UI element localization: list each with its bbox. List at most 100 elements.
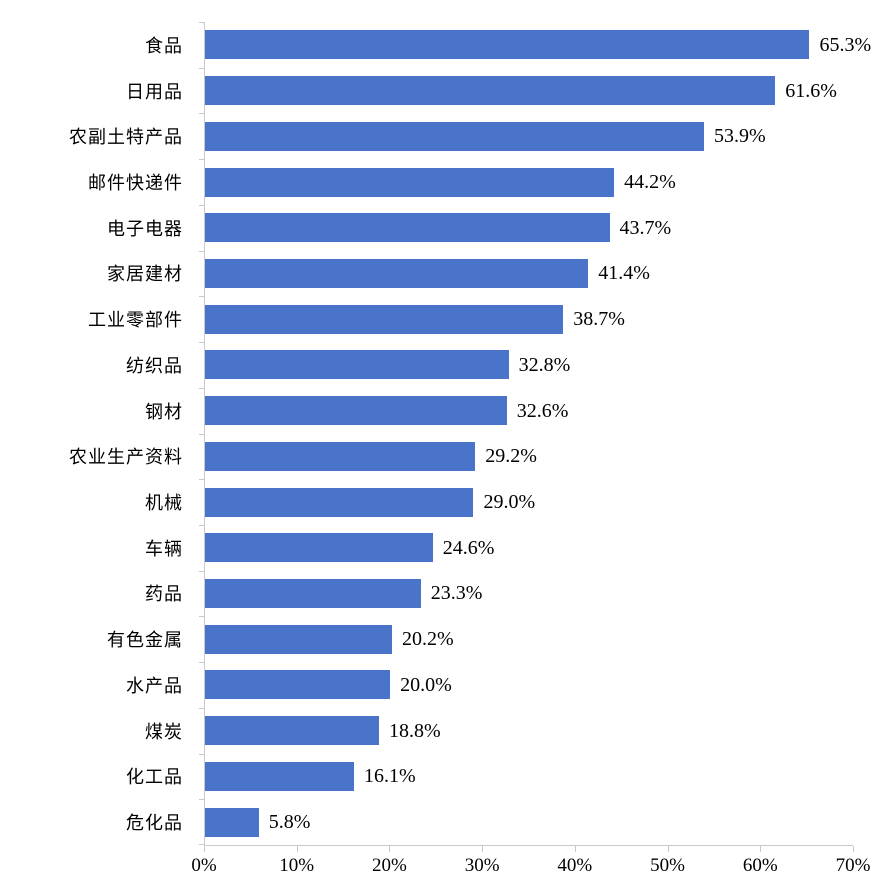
- value-axis: 0% 10% 20% 30% 40% 50% 60% 70%: [191, 846, 870, 886]
- category-label: 纺织品: [126, 355, 183, 376]
- value-label: 38.7%: [573, 308, 625, 331]
- category-label: 水产品: [126, 675, 183, 696]
- x-tick-label: 40%: [557, 855, 593, 876]
- bar: [205, 670, 391, 700]
- chart-row: 61.6%: [205, 68, 853, 114]
- x-axis-tick: [389, 846, 391, 852]
- chart-row: 41.4%: [205, 251, 853, 297]
- x-axis-tick: [574, 846, 576, 852]
- category-label: 机械: [145, 493, 183, 514]
- bar: [205, 167, 615, 197]
- y-axis-tick: [199, 524, 205, 526]
- y-axis-tick: [199, 250, 205, 252]
- category-label: 车辆: [145, 538, 183, 559]
- bar: [205, 578, 421, 608]
- category-label: 农副土特产品: [69, 127, 183, 148]
- category-label: 电子电器: [107, 218, 183, 239]
- chart-row: 29.0%: [205, 479, 853, 525]
- x-axis-tick: [853, 846, 854, 852]
- bar: [205, 807, 259, 837]
- x-tick-label: 50%: [650, 855, 685, 876]
- value-label: 18.8%: [389, 719, 441, 742]
- category-label: 日用品: [126, 81, 183, 102]
- y-axis-tick: [199, 662, 205, 664]
- chart-row: 24.6%: [205, 525, 853, 571]
- value-label: 43.7%: [619, 216, 672, 239]
- y-axis-tick: [199, 433, 205, 435]
- value-label: 16.1%: [364, 765, 416, 788]
- bar: [205, 716, 380, 746]
- value-label: 5.8%: [268, 811, 311, 834]
- x-tick-label: 60%: [742, 855, 778, 876]
- chart-row: 43.7%: [205, 205, 853, 251]
- bar: [205, 761, 355, 791]
- value-label: 53.9%: [713, 125, 766, 148]
- y-axis-tick: [199, 204, 205, 206]
- bar: [205, 30, 810, 60]
- bar: [205, 533, 433, 563]
- category-label: 药品: [145, 584, 183, 605]
- value-label: 24.6%: [442, 536, 495, 559]
- y-axis-tick: [199, 296, 205, 298]
- category-label: 食品: [145, 35, 183, 56]
- value-label: 44.2%: [624, 171, 676, 194]
- value-label: 29.0%: [483, 491, 536, 514]
- chart-row: 32.8%: [205, 342, 853, 388]
- value-label: 23.3%: [430, 582, 483, 605]
- y-axis-tick: [199, 616, 205, 618]
- category-label: 农业生产资料: [69, 447, 183, 468]
- category-label: 危化品: [126, 813, 183, 834]
- chart-row: 20.0%: [205, 662, 853, 708]
- y-axis-tick: [199, 22, 205, 23]
- chart-row: 38.7%: [205, 296, 853, 342]
- y-axis-tick: [199, 844, 205, 845]
- x-axis-tick: [482, 846, 484, 852]
- x-tick-label: 0%: [191, 855, 217, 876]
- y-axis-tick: [199, 387, 205, 389]
- bar: [205, 396, 507, 426]
- chart-row: 20.2%: [205, 616, 853, 662]
- chart-row: 29.2%: [205, 433, 853, 479]
- bar: [205, 624, 392, 654]
- value-label: 61.6%: [785, 79, 837, 102]
- x-axis-tick: [760, 846, 762, 852]
- y-axis-tick: [199, 707, 205, 709]
- category-axis: 食品 日用品 农副土特产品 邮件快递件 电子电器 家居建材 工业零部件 纺织品 钢材 农业生产资料…: [0, 22, 193, 845]
- category-label: 邮件快递件: [88, 173, 183, 194]
- y-axis-tick: [199, 799, 205, 801]
- plot-area: 65.3% 61.6% 53.9% 44.2% 43.7% 41.4% 38.7% 32.8%…: [199, 22, 871, 846]
- bar: [205, 304, 564, 334]
- y-axis-tick: [199, 479, 205, 481]
- chart-row: 16.1%: [205, 754, 853, 800]
- y-axis-tick: [199, 113, 205, 115]
- bar: [205, 121, 704, 151]
- y-axis-tick: [199, 753, 205, 755]
- y-axis-tick: [199, 159, 205, 161]
- value-label: 20.2%: [401, 628, 454, 651]
- chart-row: 18.8%: [205, 708, 853, 754]
- value-label: 65.3%: [819, 33, 872, 56]
- value-label: 29.2%: [485, 445, 537, 468]
- y-axis-tick: [199, 570, 205, 572]
- x-tick-label: 30%: [464, 855, 500, 876]
- category-label: 家居建材: [107, 264, 183, 285]
- x-axis-tick: [204, 846, 205, 852]
- bar: [205, 76, 776, 106]
- x-tick-label: 10%: [279, 855, 315, 876]
- value-label: 41.4%: [598, 262, 650, 285]
- bar: [205, 258, 589, 288]
- chart-row: 44.2%: [205, 159, 853, 205]
- x-axis-tick: [296, 846, 298, 852]
- bar: [205, 213, 610, 243]
- x-tick-label: 70%: [835, 855, 871, 876]
- value-label: 32.6%: [516, 399, 569, 422]
- chart-row: 53.9%: [205, 113, 853, 159]
- value-label: 20.0%: [400, 673, 452, 696]
- value-label: 32.8%: [518, 353, 571, 376]
- y-axis-tick: [199, 342, 205, 344]
- chart-row: 23.3%: [205, 571, 853, 617]
- x-tick-label: 20%: [372, 855, 407, 876]
- bar: [205, 441, 476, 471]
- bar: [205, 487, 474, 517]
